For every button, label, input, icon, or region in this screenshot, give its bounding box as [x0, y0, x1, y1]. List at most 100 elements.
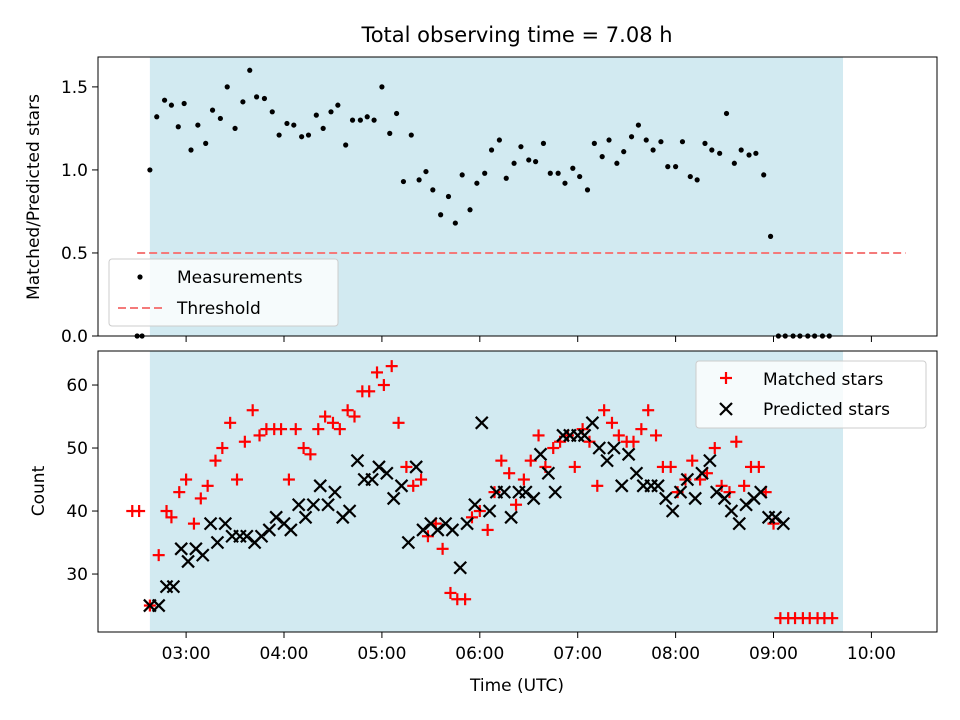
- measurement-point: [203, 140, 209, 146]
- measurement-point: [702, 140, 708, 146]
- matched-star-point: [209, 454, 222, 467]
- measurement-point: [488, 147, 495, 153]
- predicted-star-point: [298, 510, 313, 525]
- predicted-star-point: [600, 453, 614, 468]
- measurement-point: [232, 125, 238, 132]
- predicted-star-point: [174, 542, 188, 556]
- predicted-star-point: [703, 453, 717, 468]
- matched-star-point: [152, 549, 165, 562]
- matched-star-point: [517, 473, 530, 486]
- predicted-star-point: [321, 497, 335, 512]
- matched-star-point: [201, 479, 214, 492]
- matched-star-point: [650, 429, 663, 442]
- measurement-point: [635, 122, 642, 128]
- measurement-point: [518, 144, 524, 150]
- measurement-point: [430, 187, 436, 193]
- measurement-point: [650, 147, 656, 153]
- measurement-point: [717, 150, 723, 156]
- predicted-star-point: [621, 447, 636, 462]
- predicted-star-point: [181, 554, 195, 569]
- measurement-point: [738, 147, 744, 153]
- measurement-point: [416, 177, 422, 183]
- measurement-point: [746, 152, 752, 158]
- bottom-ytick-label: 60: [66, 376, 88, 396]
- measurement-point: [459, 172, 465, 178]
- predicted-star-point: [659, 491, 673, 506]
- predicted-star-point: [533, 447, 548, 462]
- predicted-star-point: [365, 472, 379, 487]
- xtick-label: 06:00: [455, 644, 504, 664]
- top-ytick-label: 1.5: [61, 78, 88, 98]
- matched-star-point: [282, 473, 295, 486]
- predicted-star-point: [401, 535, 416, 550]
- matched-star-point: [642, 404, 655, 417]
- measurement-point: [496, 137, 502, 143]
- matched-star-point: [532, 429, 545, 442]
- matched-star-point: [664, 460, 677, 473]
- measurement-point: [570, 165, 576, 171]
- measurement-point: [147, 167, 153, 173]
- matched-star-point: [133, 505, 146, 518]
- chart-title: Total observing time = 7.08 h: [360, 23, 672, 47]
- predicted-star-point: [394, 479, 409, 493]
- measurement-point: [467, 207, 473, 213]
- measurement-point: [387, 130, 393, 136]
- matched-star-point: [627, 435, 640, 448]
- matched-star-point: [253, 429, 266, 442]
- measurement-point: [181, 100, 187, 107]
- predicted-star-point: [203, 516, 218, 531]
- matched-star-point: [216, 442, 229, 455]
- predicted-star-point: [717, 491, 732, 506]
- legend-predicted-marker: [719, 402, 733, 416]
- predicted-star-point: [151, 598, 166, 613]
- measurement-point: [577, 173, 583, 180]
- matched-star-point: [686, 454, 699, 467]
- matched-star-point: [605, 416, 618, 429]
- xtick-label: 07:00: [553, 644, 602, 664]
- legend-matched-marker: [720, 372, 732, 384]
- legend-threshold-label: Threshold: [176, 299, 261, 319]
- predicted-star-point: [607, 441, 621, 455]
- predicted-star-point: [306, 497, 321, 512]
- matched-star-point: [297, 442, 310, 455]
- predicted-star-point: [445, 523, 460, 537]
- matched-star-point: [524, 454, 537, 467]
- predicted-star-point: [665, 504, 680, 518]
- measurement-point: [349, 117, 356, 123]
- predicted-star-point: [673, 485, 688, 499]
- measurement-point: [511, 160, 517, 166]
- predicted-star-point: [548, 485, 562, 499]
- predicted-star-point: [482, 504, 497, 518]
- predicted-star-point: [195, 548, 210, 562]
- measurement-point: [526, 157, 532, 163]
- matched-star-point: [568, 460, 581, 473]
- legend-predicted-label: Predicted stars: [763, 400, 890, 420]
- measurement-point: [584, 187, 591, 193]
- measurement-point: [291, 122, 297, 128]
- predicted-star-point: [409, 460, 423, 474]
- matched-star-point: [173, 486, 186, 499]
- predicted-star-point: [380, 466, 394, 481]
- predicted-star-point: [776, 516, 791, 531]
- predicted-star-point: [695, 466, 709, 481]
- predicted-star-point: [592, 441, 607, 455]
- xtick-label: 10:00: [847, 644, 896, 664]
- measurement-point: [195, 122, 201, 128]
- predicted-star-point: [732, 516, 747, 531]
- xtick-label: 05:00: [357, 644, 406, 664]
- matched-star-point: [385, 360, 398, 373]
- top-ytick-label: 0.0: [61, 327, 88, 347]
- top-ylabel: Matched/Predicted stars: [24, 94, 44, 300]
- predicted-star-point: [284, 523, 298, 537]
- measurement-point: [224, 84, 230, 90]
- measurement-point: [217, 115, 223, 122]
- top-x-ticks: [185, 336, 872, 342]
- measurement-point: [474, 180, 480, 186]
- matched-star-point: [348, 410, 361, 423]
- measurement-point: [767, 233, 774, 239]
- measurement-point: [599, 154, 605, 160]
- predicted-star-point: [313, 479, 328, 493]
- matched-star-point: [459, 593, 472, 606]
- top-axes-frame: [97, 56, 938, 337]
- measurement-point: [673, 164, 679, 170]
